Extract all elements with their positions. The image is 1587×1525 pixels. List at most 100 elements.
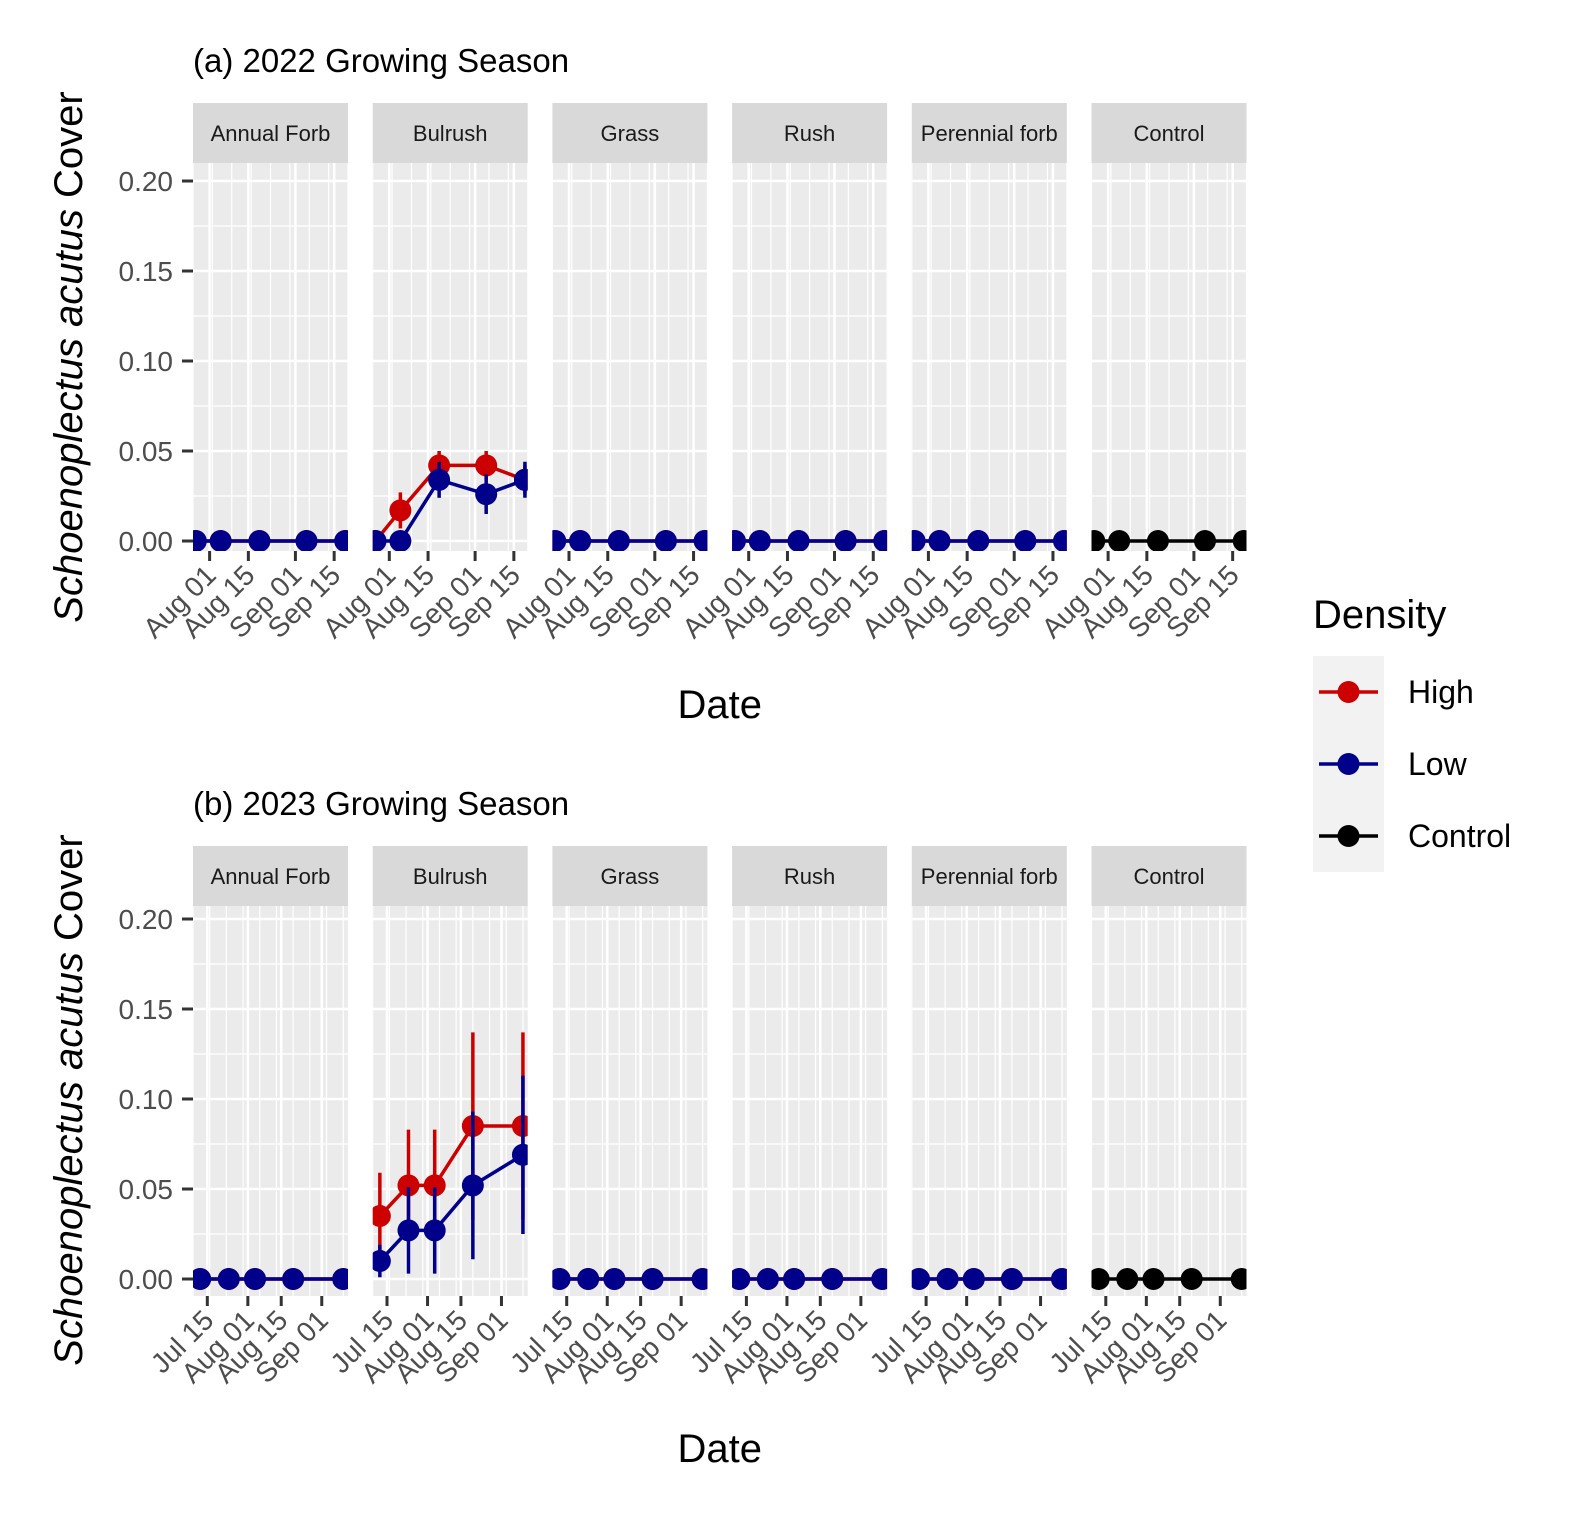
data-point bbox=[783, 1268, 806, 1290]
data-point bbox=[475, 454, 498, 477]
y-tick-label: 0.15 bbox=[119, 994, 174, 1025]
facet-strip bbox=[552, 103, 708, 163]
legend-item-low: Low bbox=[1319, 746, 1468, 782]
facet-strip bbox=[732, 846, 888, 906]
y-tick-label: 0.00 bbox=[119, 526, 174, 557]
series-low bbox=[911, 1268, 1067, 1290]
panel-grid bbox=[911, 906, 1067, 1296]
legend-item-label: Control bbox=[1408, 818, 1511, 854]
data-point bbox=[748, 530, 771, 551]
facet-strip-label: Grass bbox=[601, 121, 660, 146]
data-point bbox=[1116, 1268, 1139, 1290]
panel-data bbox=[911, 530, 1067, 551]
series-control bbox=[1091, 1268, 1247, 1290]
data-point bbox=[911, 1268, 930, 1290]
data-point bbox=[475, 483, 498, 506]
data-point bbox=[372, 1205, 391, 1227]
data-point bbox=[691, 1268, 708, 1290]
data-point bbox=[928, 530, 951, 551]
legend-key-point bbox=[1337, 753, 1360, 775]
facet-strip bbox=[193, 846, 348, 906]
data-point bbox=[389, 499, 412, 522]
data-point bbox=[693, 530, 708, 551]
chart-row-1: (a) 2022 Growing Season Schoenoplectus ac… bbox=[47, 42, 1247, 727]
chart-rows: (a) 2022 Growing Season Schoenoplectus ac… bbox=[47, 42, 1247, 1471]
y-tick-label: 0.15 bbox=[119, 256, 174, 287]
series-low bbox=[732, 530, 888, 551]
data-point bbox=[1193, 530, 1216, 551]
data-point bbox=[1180, 1268, 1203, 1290]
panel-grid bbox=[372, 163, 528, 551]
data-point bbox=[423, 1174, 446, 1197]
facet-strip bbox=[911, 846, 1067, 906]
data-point bbox=[603, 1268, 626, 1290]
data-point bbox=[193, 530, 207, 551]
y-axis-title: Schoenoplectus acutus Cover bbox=[47, 91, 91, 622]
data-point bbox=[217, 1268, 240, 1290]
panel-data bbox=[552, 530, 708, 551]
data-point bbox=[248, 530, 271, 551]
panel-data bbox=[372, 451, 528, 551]
legend: Density High Low Control bbox=[1313, 593, 1511, 872]
data-point bbox=[732, 1268, 751, 1290]
panel-data bbox=[1091, 1268, 1247, 1290]
panel-data bbox=[1091, 530, 1247, 551]
data-point bbox=[511, 1143, 528, 1166]
data-point bbox=[552, 1268, 571, 1290]
panel-data bbox=[732, 1268, 888, 1290]
facet-strip bbox=[732, 103, 888, 163]
data-point bbox=[372, 1250, 391, 1272]
y-axis-title-species: Schoenoplectus acutus bbox=[47, 952, 91, 1366]
data-point bbox=[1230, 1268, 1247, 1290]
facet-strip-label: Control bbox=[1134, 864, 1205, 889]
data-point bbox=[372, 530, 387, 551]
data-point bbox=[967, 530, 990, 551]
legend-item-high: High bbox=[1319, 674, 1474, 710]
data-point bbox=[1142, 1268, 1165, 1290]
data-point bbox=[607, 530, 630, 551]
data-point bbox=[641, 1268, 664, 1290]
data-point bbox=[732, 530, 746, 551]
x-axis-title: Date bbox=[678, 683, 763, 727]
panel-data bbox=[193, 530, 348, 551]
data-point bbox=[911, 530, 926, 551]
panel-grid bbox=[911, 163, 1067, 551]
data-point bbox=[1000, 1268, 1023, 1290]
panel-data bbox=[372, 1032, 528, 1278]
y-tick-label: 0.20 bbox=[119, 904, 174, 935]
data-point bbox=[1051, 1268, 1067, 1290]
y-tick-label: 0.10 bbox=[119, 1084, 174, 1115]
facet-strip bbox=[552, 846, 708, 906]
x-axis-title: Date bbox=[678, 1427, 763, 1471]
panel-data bbox=[732, 530, 888, 551]
panel-grid bbox=[552, 906, 708, 1296]
facet-strip bbox=[911, 103, 1067, 163]
chart-row-2: (b) 2023 Growing Season Schoenoplectus ac… bbox=[47, 785, 1247, 1471]
legend-title: Density bbox=[1313, 593, 1446, 637]
y-tick-label: 0.05 bbox=[119, 1174, 174, 1205]
legend-key-point bbox=[1337, 681, 1360, 703]
data-point bbox=[1014, 530, 1037, 551]
facet-strip-label: Annual Forb bbox=[211, 121, 331, 146]
series-control bbox=[1091, 530, 1247, 551]
panel-grid bbox=[552, 163, 708, 551]
facet-strip-label: Annual Forb bbox=[211, 864, 331, 889]
data-point bbox=[756, 1268, 779, 1290]
panel-data bbox=[552, 1268, 708, 1290]
data-point bbox=[397, 1174, 420, 1197]
y-axis-title-species: Schoenoplectus acutus bbox=[47, 209, 91, 623]
data-point bbox=[193, 1268, 212, 1290]
facet-strip bbox=[1091, 846, 1247, 906]
data-point bbox=[569, 530, 592, 551]
panel-grid bbox=[193, 163, 348, 551]
